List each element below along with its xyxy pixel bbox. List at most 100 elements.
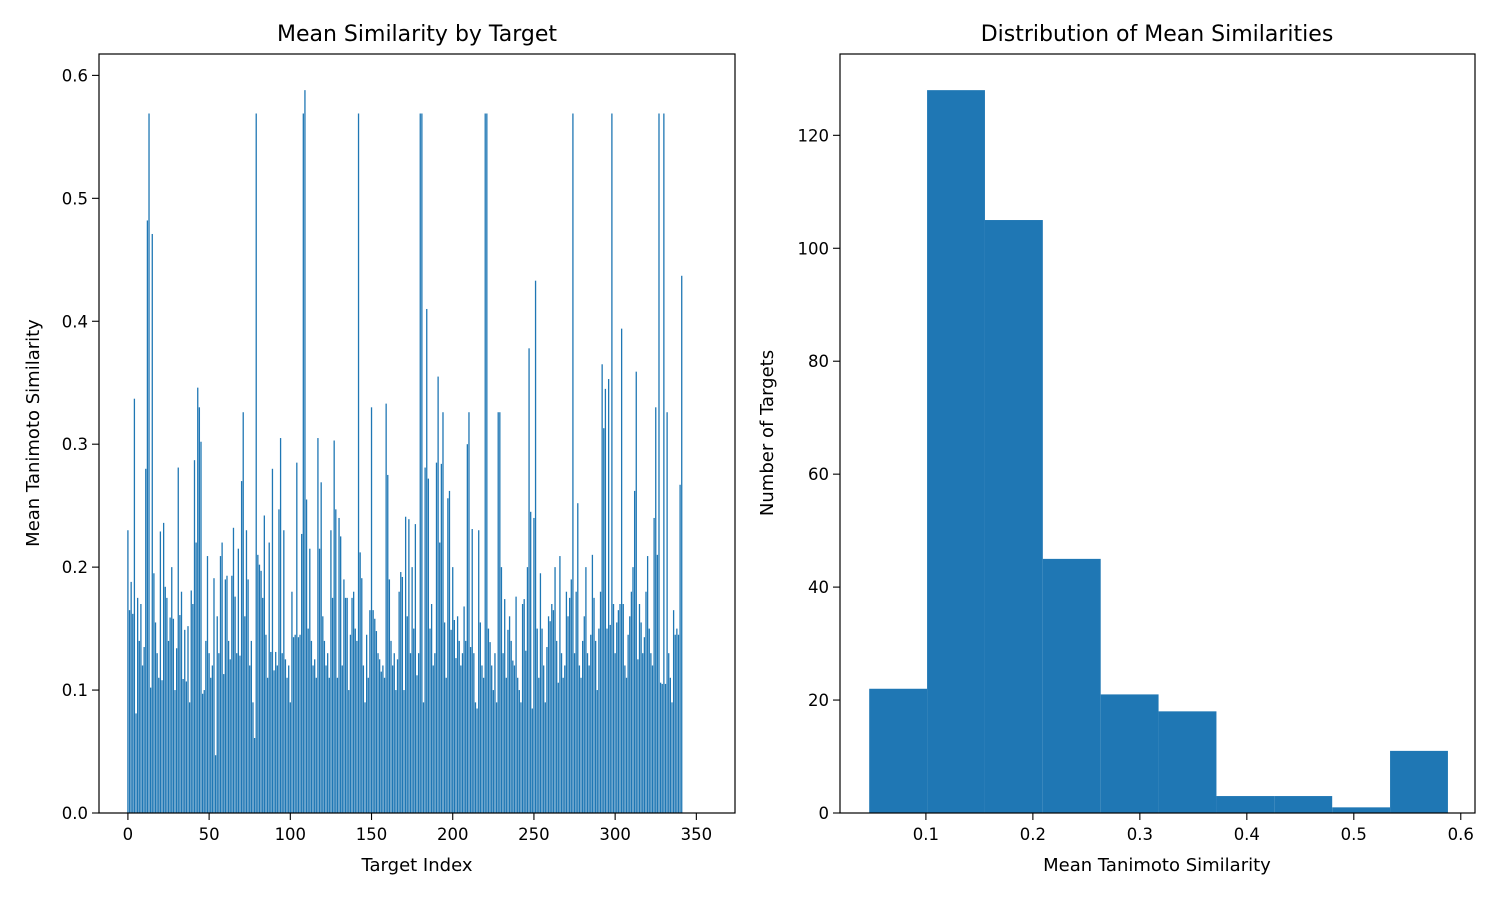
bar (227, 640, 230, 813)
bar (353, 591, 355, 813)
bar (484, 113, 486, 813)
bar (226, 575, 228, 813)
bar (583, 616, 585, 813)
bar (554, 567, 556, 813)
bar (593, 597, 595, 813)
bar (489, 642, 491, 813)
bar (424, 467, 426, 813)
bar (310, 640, 313, 813)
bar (492, 690, 494, 813)
bar (252, 702, 254, 813)
bar (499, 412, 501, 813)
bar (377, 653, 379, 813)
bar (479, 622, 481, 813)
bar (620, 328, 623, 813)
y-tick-label: 0.1 (62, 681, 88, 700)
bar (286, 677, 288, 813)
bar (463, 606, 465, 813)
y-tick-label: 120 (798, 126, 830, 145)
bar (419, 113, 421, 813)
x-tick-label: 250 (518, 825, 550, 844)
bar (187, 626, 189, 813)
bar (534, 280, 537, 814)
bar (239, 655, 241, 813)
bar (638, 604, 641, 813)
bar (494, 653, 496, 813)
bar (401, 576, 404, 813)
histogram-bin (1100, 694, 1159, 813)
bar (388, 579, 391, 813)
bar (322, 616, 324, 813)
bar (547, 616, 550, 813)
bar (158, 677, 160, 813)
bar (536, 628, 538, 813)
bar (442, 412, 444, 813)
bar (323, 640, 326, 813)
bar (380, 671, 382, 813)
y-tick-label: 0.3 (62, 435, 88, 454)
histogram-bin (1042, 558, 1101, 813)
bar (159, 531, 162, 813)
y-tick-label: 80 (808, 352, 829, 371)
bar (171, 567, 173, 813)
bar (439, 542, 441, 813)
bar (595, 640, 597, 813)
bar (167, 640, 170, 813)
bar (245, 530, 248, 813)
bar (672, 610, 675, 813)
bar (177, 467, 179, 813)
bar (406, 616, 408, 813)
histogram-bin (1158, 711, 1217, 813)
y-tick-label: 0 (819, 804, 830, 823)
bar (164, 586, 166, 813)
bar (601, 364, 603, 813)
bar (188, 702, 191, 813)
bar (197, 387, 199, 813)
bar (637, 659, 639, 813)
chart-title: Distribution of Mean Similarities (981, 22, 1334, 47)
bar (393, 653, 395, 813)
bar (569, 597, 571, 813)
bar (627, 634, 629, 813)
bar (279, 438, 282, 813)
x-axis-label: Mean Tanimoto Similarity (1043, 855, 1271, 876)
bar (336, 677, 339, 813)
bar (200, 441, 202, 813)
bar (156, 653, 158, 813)
bar (591, 554, 594, 813)
bar (161, 680, 163, 813)
bar (562, 677, 564, 813)
y-tick-label: 100 (798, 239, 830, 258)
bar (648, 628, 650, 813)
bar (643, 637, 646, 813)
bar (434, 653, 436, 813)
bar (284, 659, 287, 813)
bar (375, 631, 378, 813)
bar (312, 665, 314, 813)
bar (478, 530, 480, 813)
bar-series (127, 90, 683, 814)
bar (242, 412, 244, 813)
bar (659, 682, 662, 813)
bar (278, 509, 280, 813)
bar (172, 618, 175, 813)
bar (473, 653, 475, 813)
bar (382, 665, 384, 813)
bar (153, 573, 155, 813)
bar (309, 548, 311, 813)
x-tick-label: 350 (681, 825, 713, 844)
bar (669, 677, 672, 813)
bar (331, 597, 334, 813)
bar (162, 522, 165, 813)
bar (175, 648, 178, 813)
y-axis-label: Number of Targets (757, 350, 778, 516)
bar (458, 640, 460, 813)
bar (666, 412, 668, 813)
bar (299, 634, 301, 813)
y-tick-label: 60 (808, 465, 829, 484)
bar (273, 670, 275, 813)
bar (557, 682, 559, 813)
y-tick-label: 40 (808, 578, 829, 597)
bar (416, 675, 418, 813)
bar (247, 579, 249, 813)
